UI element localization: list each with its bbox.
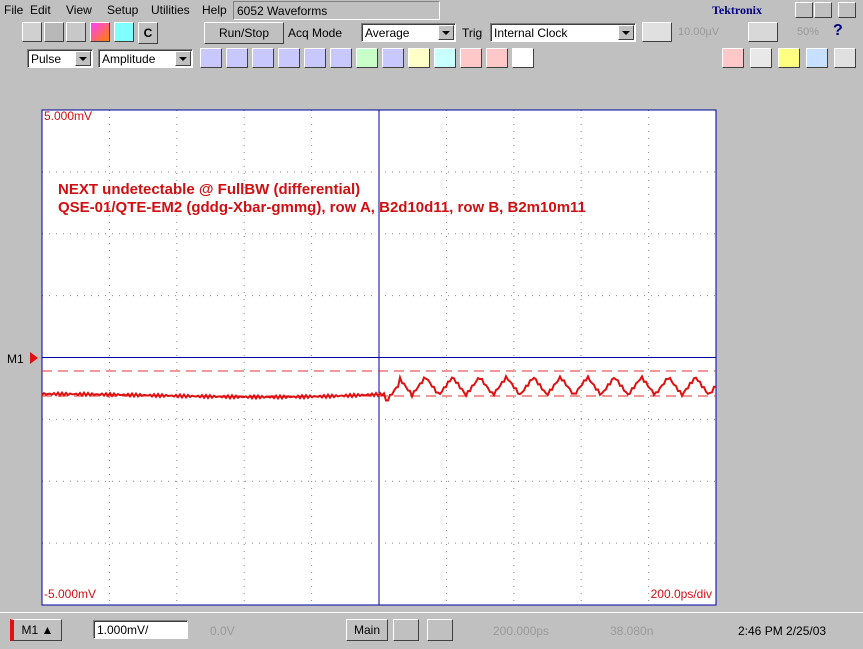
c-button[interactable]: C	[138, 22, 158, 44]
dropdown-arrow[interactable]	[75, 51, 91, 66]
timebase-mode-button[interactable]: Main	[346, 619, 388, 641]
dropdown-arrow[interactable]	[175, 51, 191, 66]
annotation: NEXT undetectable @ FullBW (differential…	[58, 181, 360, 198]
measurement-button[interactable]	[200, 48, 222, 68]
acq-mode-value: Average	[365, 26, 410, 40]
offset: 0.0V	[210, 624, 235, 638]
maximize-button[interactable]	[814, 2, 832, 18]
trig-label: Trig	[462, 26, 483, 40]
source-button[interactable]: M1 ▲	[10, 619, 62, 641]
bottom-scale-label: -5.000mV	[44, 587, 96, 601]
dropdown-arrow[interactable]	[618, 25, 634, 40]
display-button[interactable]	[750, 48, 772, 68]
display-button[interactable]	[806, 48, 828, 68]
marker-label: M1	[7, 352, 24, 366]
measurement: Amplitude	[102, 52, 156, 66]
trig-level: 10.00µV	[678, 26, 720, 38]
top-scale-label: 5.000mV	[44, 109, 92, 123]
menu-item[interactable]: Help	[202, 3, 227, 17]
annotation: QSE-01/QTE-EM2 (gddg-Xbar-gmmg), row A, …	[58, 199, 586, 216]
measurement-class: Pulse	[31, 52, 62, 66]
measure-bar: Pulse Amplitude	[0, 46, 863, 72]
measurement-dropdown[interactable]: Amplitude	[98, 49, 193, 68]
brand: Tektronix	[712, 3, 763, 17]
menu-item[interactable]: File	[4, 3, 24, 17]
dropdown-arrow[interactable]	[438, 25, 454, 40]
measurement-button[interactable]	[460, 48, 482, 68]
title-field: 6052 Waveforms	[233, 1, 440, 20]
zoom-1-button[interactable]	[393, 619, 419, 641]
measurement-button[interactable]	[408, 48, 430, 68]
percent-button[interactable]: 50%	[797, 26, 820, 38]
run-stop-button[interactable]: Run/Stop	[204, 22, 284, 44]
marker-arrow	[30, 352, 38, 364]
scope-display: 5.000mV -5.000mV 200.0ps/div NEXT undete…	[7, 109, 717, 606]
scale: 1.000mV/	[97, 623, 149, 637]
display-button[interactable]	[834, 48, 856, 68]
toolbar: C Run/Stop Acq Mode Average Trig Interna…	[0, 20, 863, 46]
acq-mode-dropdown[interactable]: Average	[361, 23, 456, 42]
trig-dropdown[interactable]: Internal Clock	[490, 23, 636, 42]
menu-item[interactable]: Edit	[30, 3, 51, 17]
graticule-border	[41, 109, 717, 606]
slope-icon[interactable]	[642, 22, 672, 42]
measurement-button[interactable]	[304, 48, 326, 68]
measurement-button[interactable]	[278, 48, 300, 68]
help-icon[interactable]: ?	[833, 22, 853, 42]
menu-item[interactable]: Setup	[107, 3, 139, 17]
acq-mode-label: Acq Mode	[288, 26, 343, 40]
window-title: 6052 Waveforms	[237, 4, 328, 18]
measurement-button[interactable]	[382, 48, 404, 68]
waveform-icon[interactable]	[114, 22, 134, 42]
timebase-label: 200.0ps/div	[651, 587, 712, 601]
scale-field[interactable]: 1.000mV/	[93, 620, 188, 639]
trig-source: Internal Clock	[494, 26, 568, 40]
measurement-button[interactable]	[356, 48, 378, 68]
print-icon[interactable]	[22, 22, 42, 42]
measurement-button[interactable]	[330, 48, 352, 68]
menu-item[interactable]: Utilities	[151, 3, 190, 17]
display-icon[interactable]	[90, 22, 110, 42]
minimize-button[interactable]	[795, 2, 813, 18]
measurement-button[interactable]	[434, 48, 456, 68]
close-button[interactable]	[838, 2, 856, 18]
measurement-button[interactable]	[226, 48, 248, 68]
spin-control[interactable]	[748, 22, 778, 42]
class-dropdown[interactable]: Pulse	[27, 49, 93, 68]
clock: 2:46 PM 2/25/03	[738, 624, 827, 638]
menu-item[interactable]: View	[66, 3, 92, 17]
display-button[interactable]	[722, 48, 744, 68]
graticule	[41, 109, 717, 606]
measurement-button[interactable]	[512, 48, 534, 68]
math-icon[interactable]	[66, 22, 86, 42]
measurement-button[interactable]	[486, 48, 508, 68]
display-button[interactable]	[778, 48, 800, 68]
status-bar: M1 ▲ 1.000mV/ 0.0V Main 200.000ps 38.080…	[0, 612, 863, 649]
zoom-2-button[interactable]	[427, 619, 453, 641]
menu-bar: File Edit View Setup Utilities Help 6052…	[0, 0, 863, 20]
position: 200.000ps	[493, 624, 550, 638]
tools-icon[interactable]	[44, 22, 64, 42]
source: M1	[21, 623, 39, 637]
waveform-trace	[41, 373, 716, 402]
record: 38.080n	[610, 624, 654, 638]
measurement-button[interactable]	[252, 48, 274, 68]
